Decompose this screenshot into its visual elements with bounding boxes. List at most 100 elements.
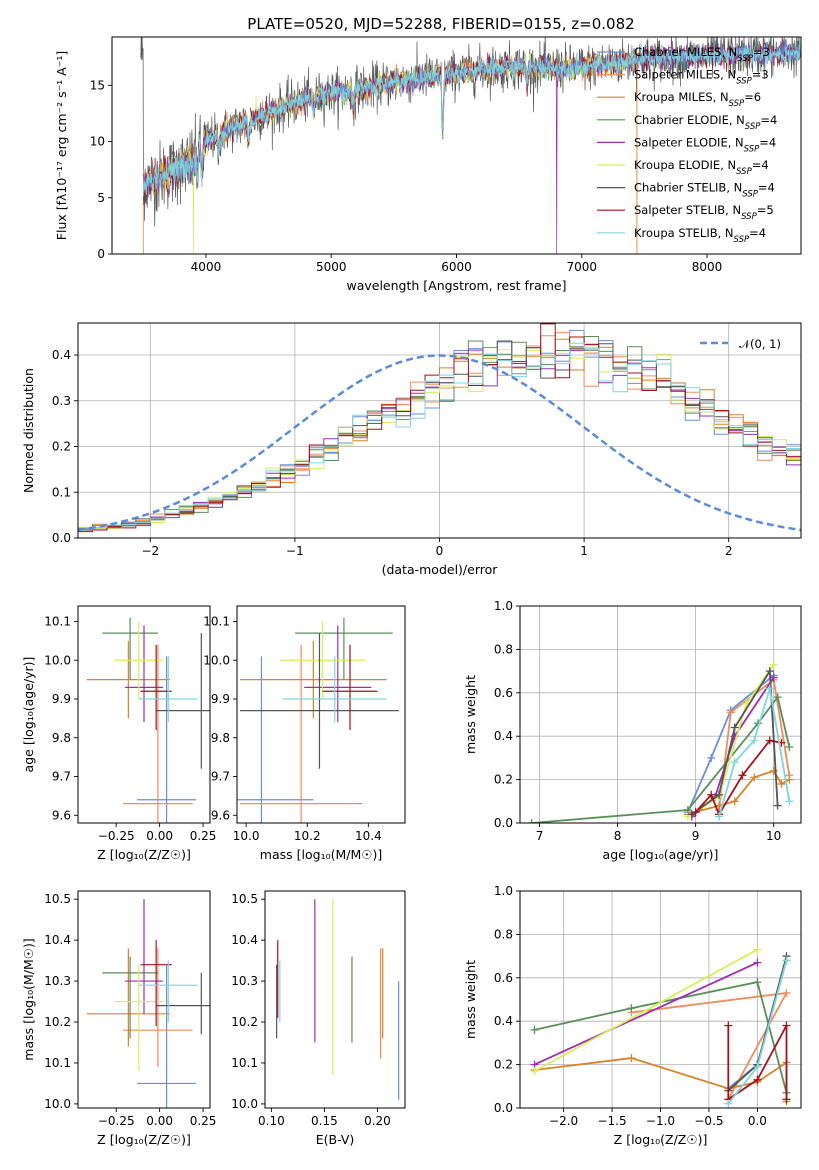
y-tick-label: 10.1 — [231, 1056, 258, 1070]
spectrum-series-line — [142, 37, 801, 198]
weight-marker — [724, 1021, 733, 1030]
legend-entry: Salpeter ELODIE, NSSP=4 — [634, 135, 776, 154]
legend-entry: Chabrier STELIB, NSSP=4 — [634, 181, 775, 200]
x-tick-label: 10.0 — [233, 829, 260, 843]
weight-marker — [785, 775, 794, 784]
data-point — [240, 640, 387, 719]
x-tick-label: 1 — [580, 544, 588, 558]
histogram-step — [78, 343, 801, 538]
y-tick-label: 10.1 — [203, 615, 230, 629]
legend-entry: Kroupa MILES, NSSP=6 — [634, 90, 761, 109]
y-tick-label: 0.0 — [494, 1101, 513, 1115]
y-tick-label: 0 — [97, 247, 105, 261]
x-tick-label: 5000 — [316, 260, 347, 274]
weight-marker — [750, 736, 759, 745]
data-point — [138, 960, 198, 1023]
residual-hist-axes: −2 −1 0 1 2 0.0 0.1 0.2 0.3 0.4 (data-model)/error… — [21, 322, 802, 577]
y-tick-label: 10.5 — [231, 892, 258, 906]
data-point — [240, 644, 363, 823]
weight-vs-z-marks — [530, 945, 791, 1108]
data-point — [138, 656, 198, 723]
x-axis-label: mass [log₁₀(M/M☉)] — [260, 847, 382, 862]
y-tick-label: 10.2 — [44, 1015, 71, 1029]
weight-marker — [753, 1062, 762, 1071]
weight-marker — [765, 667, 774, 676]
weight-vs-age-axes: 7 8 9 10 0.0 0.2 0.4 0.6 0.8 1.0 age [log₁₀(age/yr… — [463, 599, 802, 862]
axes-frame — [77, 890, 211, 1109]
y-tick-label: 0.2 — [52, 440, 71, 454]
x-tick-label: 0.00 — [146, 829, 173, 843]
age-vs-z-panel: −0.25 0.00 0.25 9.6 9.7 9.8 9.9 10.0 10.1 Z [log₁… — [21, 605, 217, 862]
weight-marker — [724, 1099, 733, 1108]
x-tick-label: −1.5 — [597, 1114, 626, 1128]
x-tick-label: 8000 — [692, 260, 723, 274]
x-tick-label: 0.00 — [146, 1114, 173, 1128]
data-point — [140, 644, 172, 730]
data-point — [322, 644, 378, 730]
y-tick-label: 0.2 — [494, 1058, 513, 1072]
x-axis-label: Z [log₁₀(Z/Z☉)] — [614, 1132, 708, 1147]
data-point — [304, 625, 372, 723]
data-point — [156, 972, 210, 1035]
age-vs-mass-axes: 10.0 10.2 10.4 9.6 9.7 9.8 9.9 10.0 10.1 mass [lo… — [203, 605, 406, 862]
data-point — [114, 964, 164, 1072]
data-point — [137, 964, 197, 1108]
y-tick-label: 0.4 — [52, 348, 71, 362]
age-vs-mass-marks — [237, 617, 399, 823]
x-tick-label: −2.0 — [549, 1114, 578, 1128]
x-axis-label: wavelength [Angstrom, rest frame] — [346, 278, 566, 293]
y-tick-label: 9.6 — [52, 808, 71, 822]
y-tick-label: 0.8 — [494, 642, 513, 656]
weight-marker — [765, 736, 774, 745]
legend-entry: Kroupa STELIB, NSSP=4 — [634, 226, 766, 245]
y-tick-label: 0.2 — [494, 773, 513, 787]
y-axis-label: Flux [fλ10⁻¹⁷ erg cm⁻² s⁻¹ A⁻¹] — [54, 51, 69, 240]
weight-series-line — [691, 677, 775, 818]
weight-marker — [691, 808, 700, 817]
histogram-step — [78, 346, 801, 538]
x-tick-label: −2 — [141, 544, 159, 558]
mass-vs-z-marks — [86, 899, 210, 1108]
legend-entry: Salpeter MILES, NSSP=3 — [634, 68, 769, 87]
data-point — [114, 621, 164, 699]
weight-series-line — [534, 948, 758, 1072]
y-tick-label: 0.0 — [52, 531, 71, 545]
y-tick-label: 10.4 — [44, 933, 71, 947]
axes-frame — [519, 605, 802, 824]
y-tick-label: 15 — [90, 78, 105, 92]
y-tick-label: 10.3 — [231, 974, 258, 988]
y-tick-label: 10.4 — [231, 933, 258, 947]
weight-marker — [627, 1054, 636, 1063]
weight-marker — [769, 660, 778, 669]
histogram-step — [78, 338, 801, 538]
x-tick-label: 9 — [692, 829, 700, 843]
weight-series-line — [686, 674, 775, 813]
weight-series-line — [531, 695, 791, 823]
weight-marker — [726, 708, 735, 717]
y-tick-label: 10.1 — [44, 615, 71, 629]
weight-marker — [715, 790, 724, 799]
y-tick-label: 0.4 — [494, 1014, 513, 1028]
weight-series-line — [534, 961, 758, 1066]
legend-entry: 𝒩(0, 1) — [739, 337, 781, 351]
axes-frame — [77, 605, 211, 824]
x-tick-label: 0.25 — [190, 829, 217, 843]
y-tick-label: 0.0 — [494, 816, 513, 830]
x-axis-label: age [log₁₀(age/yr)] — [603, 847, 719, 862]
mass-vs-ebv-marks — [276, 899, 400, 1100]
weight-marker — [785, 743, 794, 752]
x-tick-label: 10.2 — [294, 829, 321, 843]
residual-hist-marks — [78, 323, 801, 538]
y-tick-label: 10.0 — [231, 1097, 258, 1111]
legend-entry: Salpeter STELIB, NSSP=5 — [634, 203, 774, 222]
age-vs-mass-panel: 10.0 10.2 10.4 9.6 9.7 9.8 9.9 10.0 10.1 mass [lo… — [203, 605, 406, 862]
data-point — [123, 948, 193, 1068]
weight-marker — [753, 978, 762, 987]
gaussian-curve — [78, 354, 801, 532]
x-tick-label: 8 — [614, 829, 622, 843]
y-tick-label: 10.0 — [44, 653, 71, 667]
data-point — [240, 633, 399, 769]
figure-title: PLATE=0520, MJD=52288, FIBERID=0155, z=0… — [247, 15, 634, 33]
x-tick-label: 0.10 — [258, 1114, 285, 1128]
